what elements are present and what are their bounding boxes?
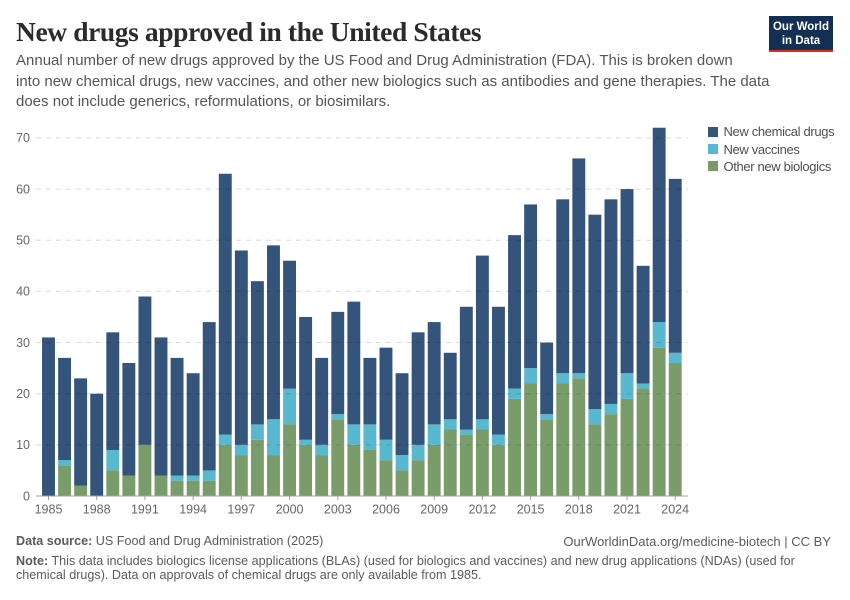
svg-text:2012: 2012 [468, 503, 496, 517]
svg-text:1997: 1997 [227, 503, 255, 517]
svg-text:2018: 2018 [565, 503, 593, 517]
svg-text:1994: 1994 [179, 503, 207, 517]
svg-text:10: 10 [16, 438, 30, 452]
svg-text:20: 20 [16, 387, 30, 401]
svg-text:2006: 2006 [372, 503, 400, 517]
svg-text:2021: 2021 [613, 503, 641, 517]
svg-text:2000: 2000 [276, 503, 304, 517]
svg-text:50: 50 [16, 234, 30, 248]
svg-text:60: 60 [16, 182, 30, 196]
svg-text:1991: 1991 [131, 503, 159, 517]
svg-text:2009: 2009 [420, 503, 448, 517]
svg-text:2024: 2024 [661, 503, 689, 517]
svg-text:0: 0 [23, 489, 30, 503]
svg-text:1985: 1985 [35, 503, 63, 517]
svg-text:30: 30 [16, 336, 30, 350]
svg-text:70: 70 [16, 131, 30, 145]
svg-text:40: 40 [16, 285, 30, 299]
svg-text:2015: 2015 [517, 503, 545, 517]
svg-text:1988: 1988 [83, 503, 111, 517]
svg-text:2003: 2003 [324, 503, 352, 517]
